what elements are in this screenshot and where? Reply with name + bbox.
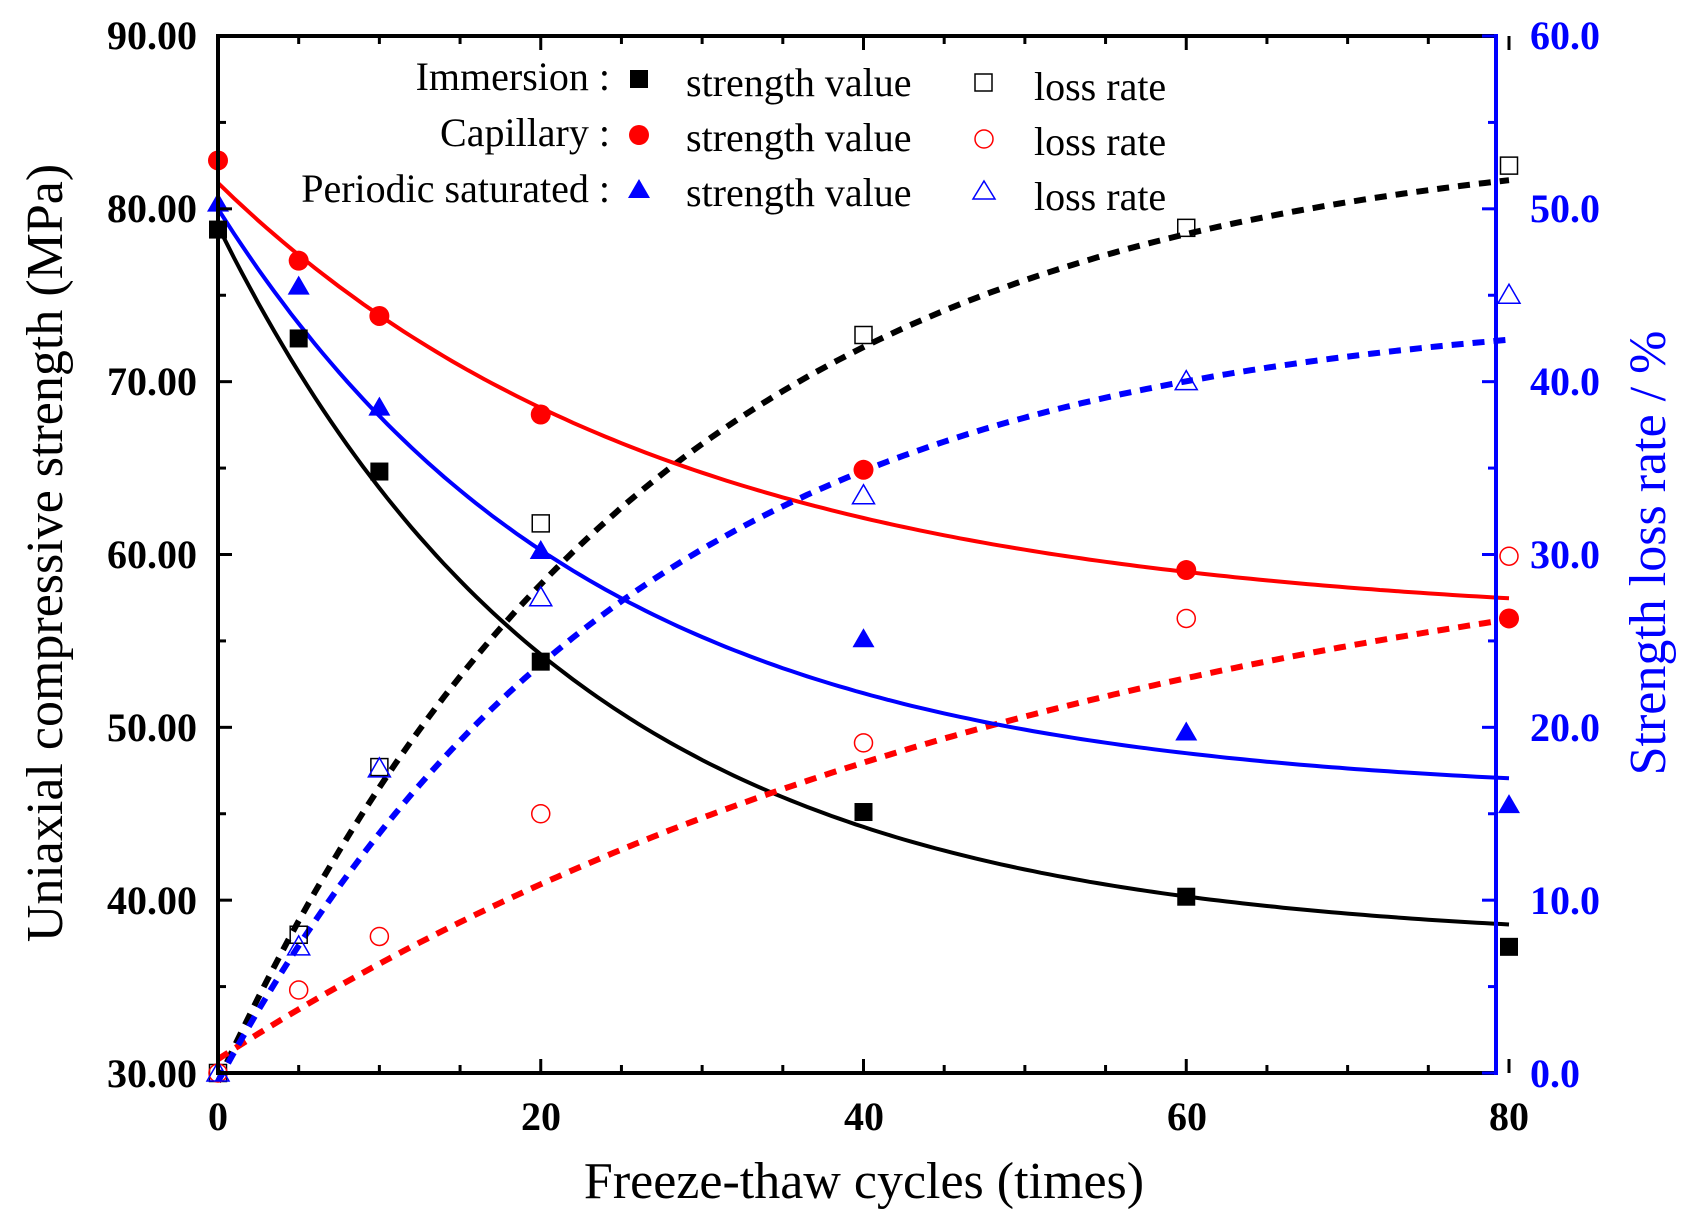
- immersion-strength-point: [370, 462, 389, 481]
- immersion-strength-point: [854, 803, 873, 822]
- y-tick-label: 80.00: [107, 186, 197, 231]
- legend-immersion-label: Immersion :: [416, 54, 610, 99]
- periodic-strength-point: [368, 396, 391, 416]
- periodic-loss-point: [1496, 282, 1522, 304]
- legend-immersion-loss-marker: [974, 73, 993, 92]
- axis-ticks: [216, 34, 1511, 1075]
- periodic-strength-point: [1498, 794, 1520, 814]
- capillary-strength-fit-line: [216, 181, 1510, 601]
- y-tick-label: 30.00: [107, 1051, 197, 1096]
- legend-capillary-strength-marker: [629, 125, 649, 145]
- capillary-loss-point: [288, 980, 309, 1000]
- immersion-strength-fit-line: [216, 225, 1510, 927]
- y-axis-title: Uniaxial compressive strength (MPa): [17, 164, 74, 942]
- immersion-loss-fit-line: [215, 177, 1510, 1083]
- periodic-strength-point: [1175, 721, 1198, 741]
- y2-tick-label: 30.0: [1530, 532, 1600, 577]
- periodic-strength-point: [529, 540, 552, 560]
- capillary-strength-point: [1176, 560, 1197, 581]
- capillary-loss-point: [1176, 608, 1196, 629]
- x-tick-label: 60: [1167, 1094, 1207, 1139]
- x-tick-label: 0: [208, 1094, 228, 1139]
- y-tick-label: 70.00: [107, 359, 197, 404]
- periodic-loss-point: [367, 756, 392, 778]
- periodic-loss-point: [851, 483, 876, 505]
- capillary-strength-point: [288, 250, 309, 271]
- periodic-strength-point: [287, 275, 310, 295]
- immersion-loss-point: [854, 325, 873, 345]
- capillary-strength-point: [1499, 608, 1519, 629]
- y-tick-label: 60.00: [107, 532, 197, 577]
- y2-tick-label: 60.0: [1530, 13, 1600, 58]
- y-tick-label: 50.00: [107, 705, 197, 750]
- legend-periodic-strength-label: strength value: [686, 170, 912, 215]
- legend-capillary-loss-marker: [974, 129, 994, 149]
- periodic-loss-point: [286, 934, 311, 956]
- legend-immersion-strength-label: strength value: [686, 60, 912, 105]
- capillary-strength-point: [853, 459, 874, 480]
- x-tick-label: 20: [521, 1094, 561, 1139]
- capillary-loss-point: [531, 804, 551, 824]
- immersion-strength-point: [1177, 887, 1196, 906]
- legend-immersion-loss-label: loss rate: [1034, 64, 1166, 109]
- y2-tick-label: 0.0: [1530, 1051, 1580, 1096]
- capillary-strength-point: [530, 404, 551, 425]
- periodic-strength-fit-line: [216, 207, 1510, 781]
- y2-tick-label: 10.0: [1530, 878, 1600, 923]
- immersion-loss-point: [1177, 218, 1196, 238]
- periodic-loss-point: [1173, 369, 1199, 391]
- immersion-loss-point: [531, 514, 550, 533]
- capillary-loss-fit-line: [216, 616, 1510, 1062]
- periodic-loss-point: [528, 585, 554, 607]
- x-tick-label: 40: [844, 1094, 884, 1139]
- y2-tick-label: 20.0: [1530, 705, 1600, 750]
- immersion-loss-point: [289, 925, 308, 944]
- capillary-loss-point: [1499, 546, 1519, 566]
- immersion-strength-point: [289, 329, 308, 348]
- y-tick-labels-right: 0.0 10.0 20.0 30.0 40.0 50.0 60.0: [1530, 13, 1600, 1096]
- periodic-strength-point: [852, 628, 875, 648]
- legend-periodic-label: Periodic saturated :: [301, 166, 610, 211]
- y2-axis-title: Strength loss rate / %: [1620, 331, 1677, 776]
- capillary-loss-point: [369, 926, 390, 947]
- y2-tick-label: 40.0: [1530, 359, 1600, 404]
- capillary-loss-point: [853, 733, 874, 753]
- capillary-strength-point: [369, 305, 390, 326]
- legend-capillary-label: Capillary :: [440, 110, 610, 155]
- legend-periodic-loss-label: loss rate: [1034, 174, 1166, 219]
- legend-capillary-strength-label: strength value: [686, 115, 912, 160]
- y2-tick-label: 50.0: [1530, 186, 1600, 231]
- immersion-strength-point: [531, 652, 550, 671]
- legend-immersion-strength-marker: [630, 70, 648, 88]
- y-tick-label: 40.00: [107, 878, 197, 923]
- x-tick-label: 80: [1489, 1094, 1529, 1139]
- y-tick-labels-left: 30.00 40.00 50.00 60.00 70.00 80.00 90.0…: [107, 13, 197, 1096]
- immersion-loss-point: [1499, 156, 1519, 175]
- legend: Immersion : Capillary : Periodic saturat…: [301, 54, 1166, 219]
- x-axis-title: Freeze-thaw cycles (times): [584, 1153, 1144, 1210]
- legend-capillary-loss-label: loss rate: [1034, 119, 1166, 164]
- y-tick-label: 90.00: [107, 13, 197, 58]
- legend-periodic-loss-marker: [971, 179, 997, 200]
- immersion-strength-point: [1500, 937, 1518, 956]
- x-tick-labels: 0 20 40 60 80: [208, 1094, 1529, 1139]
- legend-periodic-strength-marker: [628, 179, 650, 198]
